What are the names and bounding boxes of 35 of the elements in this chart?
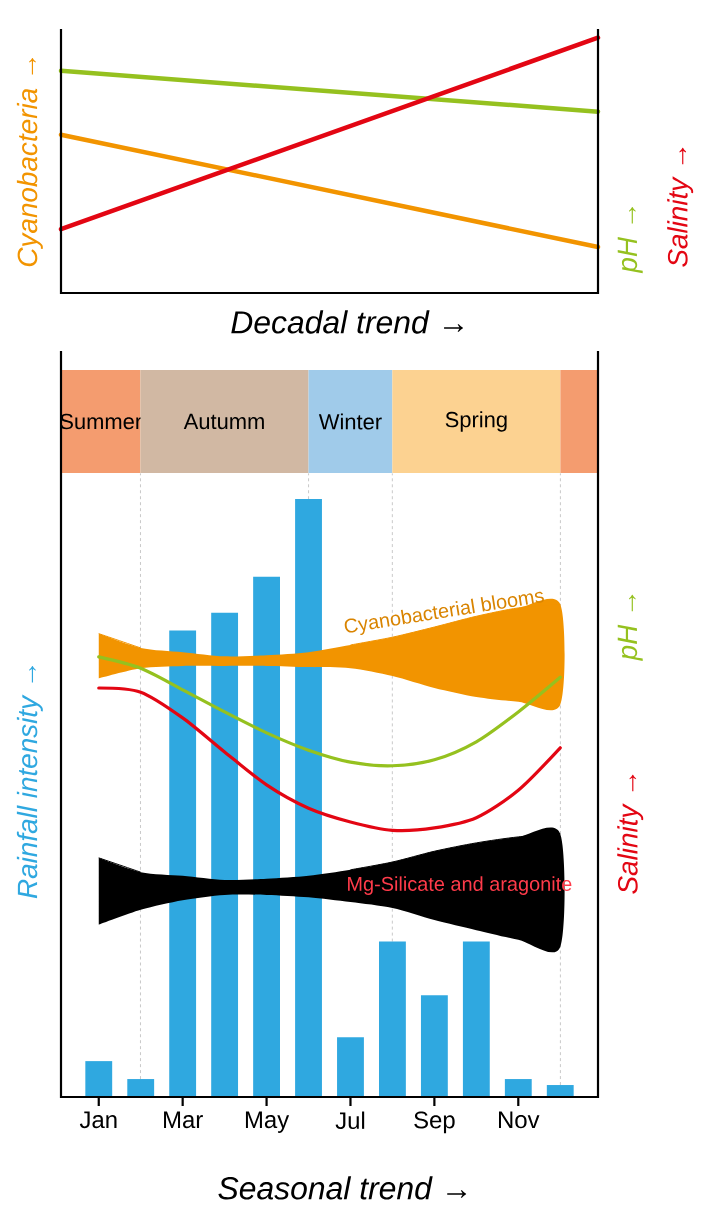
text: pH →: [617, 594, 643, 661]
text: pH →: [617, 207, 643, 274]
bar: [169, 630, 197, 1097]
text: Cyanobacteria →: [16, 57, 43, 267]
bar: [546, 1085, 574, 1097]
bar: [127, 1079, 155, 1097]
x-axis-title: Seasonal trend →: [218, 1176, 467, 1200]
bar: [61, 369, 141, 473]
text: Salinity →: [617, 774, 644, 894]
series-label: Winter: [318, 413, 382, 430]
bar: [504, 1079, 532, 1097]
x-tick-label: Jan: [79, 1111, 117, 1129]
x-axis-title: Decadal trend →: [231, 310, 463, 334]
x-tick-label: Sep: [414, 1111, 455, 1134]
bar: [308, 369, 393, 473]
bar: [85, 1061, 113, 1097]
bar: [462, 941, 490, 1097]
series-label: Summer: [60, 413, 142, 430]
bar: [211, 612, 239, 1097]
series-label: Spring: [445, 411, 507, 432]
bar: [295, 499, 322, 1097]
x-tick-label: Mar: [164, 1111, 203, 1129]
bar: [337, 1037, 364, 1097]
x-tick-label: Nov: [499, 1111, 540, 1129]
x-tick-label: May: [245, 1111, 290, 1133]
series-label: Autumm: [183, 413, 264, 430]
bar: [392, 369, 561, 473]
text: Salinity →: [667, 147, 694, 267]
bar: [379, 941, 406, 1097]
bar: [253, 576, 280, 1097]
bar: [560, 369, 598, 473]
x-tick-label: Jul: [335, 1111, 365, 1130]
text: Rainfall intensity →: [16, 666, 43, 899]
bar: [140, 369, 309, 473]
bar: [420, 995, 448, 1097]
